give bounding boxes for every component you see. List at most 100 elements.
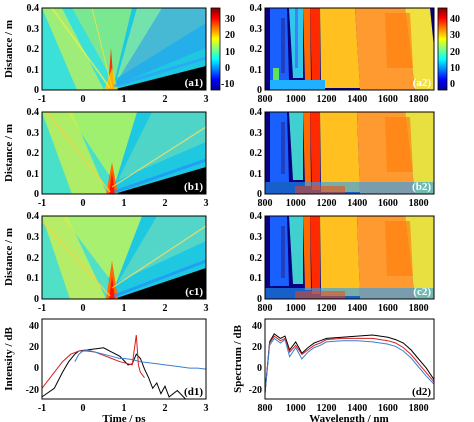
y-axis-label: Distance / m bbox=[3, 124, 15, 182]
tick-label: 1200 bbox=[317, 403, 337, 414]
panel-label: (b1) bbox=[184, 181, 203, 193]
colorbar-tick: -10 bbox=[221, 79, 234, 90]
tick-label: 0.4 bbox=[27, 211, 40, 222]
tick-label: 1000 bbox=[286, 303, 306, 314]
panel-label: (c1) bbox=[185, 286, 203, 298]
tick-label: 0.2 bbox=[27, 44, 40, 55]
tick-label: 0.4 bbox=[250, 107, 263, 118]
panel-c2: 800 1000 1200 1400 1600 1800 0 0.1 0.2 0… bbox=[250, 211, 435, 314]
y-ticks: 40 20 0 -20 bbox=[249, 321, 262, 396]
tick-label: 0 bbox=[81, 198, 86, 209]
tick-label: 1200 bbox=[317, 94, 337, 105]
tick-label: 0.2 bbox=[250, 44, 263, 55]
tick-label: -1 bbox=[38, 303, 46, 314]
colorbar-tick: 10 bbox=[225, 47, 235, 58]
tick-label: 0.2 bbox=[27, 253, 40, 264]
colorbar-tick: 30 bbox=[450, 30, 460, 41]
panel-label: (d2) bbox=[412, 386, 431, 398]
tick-label: 0 bbox=[257, 294, 262, 305]
tick-label: 0.4 bbox=[27, 107, 40, 118]
panel-b2: 800 1000 1200 1400 1600 1800 0 0.1 0.2 0… bbox=[250, 107, 435, 209]
x-ticks: -1 0 1 2 3 bbox=[38, 403, 209, 414]
tick-label: 1200 bbox=[317, 198, 337, 209]
tick-label: 1 bbox=[122, 198, 127, 209]
y-axis-label: Distance / m bbox=[3, 20, 15, 78]
tick-label: 0.2 bbox=[250, 148, 263, 159]
panel-d2: 800 1000 1200 1400 1600 1800 40 20 0 -20… bbox=[232, 318, 435, 422]
tick-label: 0.4 bbox=[250, 3, 263, 14]
tick-label: 1000 bbox=[286, 403, 306, 414]
tick-label: 0.1 bbox=[250, 65, 263, 76]
tick-label: 0.3 bbox=[250, 24, 263, 35]
colorbar-tick: 20 bbox=[450, 47, 460, 58]
tick-label: 3 bbox=[204, 198, 209, 209]
tick-label: 1600 bbox=[378, 94, 398, 105]
colorbar-tick: 20 bbox=[225, 30, 235, 41]
tick-label: 800 bbox=[258, 303, 273, 314]
tick-label: 1000 bbox=[286, 198, 306, 209]
tick-label: 2 bbox=[163, 94, 168, 105]
x-ticks: 800 1000 1200 1400 1600 1800 bbox=[258, 198, 429, 209]
series-group bbox=[41, 334, 207, 400]
x-axis-label: Time / ps bbox=[102, 413, 146, 422]
tick-label: 1600 bbox=[378, 198, 398, 209]
panel-label: (d1) bbox=[184, 386, 203, 398]
tick-label: 0 bbox=[257, 85, 262, 96]
tick-label: 0.3 bbox=[27, 24, 40, 35]
panel-label: (a1) bbox=[185, 77, 204, 89]
tick-label: 40 bbox=[252, 321, 262, 332]
tick-label: 0 bbox=[34, 294, 39, 305]
tick-label: 1800 bbox=[409, 94, 429, 105]
tick-label: 0.1 bbox=[27, 65, 40, 76]
colorbar-tick: 0 bbox=[225, 63, 230, 74]
y-ticks: 40 20 0 -20 bbox=[26, 321, 39, 396]
tick-label: 1 bbox=[122, 403, 127, 414]
tick-label: 0.1 bbox=[250, 273, 263, 284]
x-axis-label: Wavelength / nm bbox=[309, 413, 388, 422]
y-ticks: 0 0.1 0.2 0.3 0.4 bbox=[250, 107, 263, 200]
tick-label: 0 bbox=[34, 85, 39, 96]
panel-label: (a2) bbox=[413, 77, 432, 89]
x-ticks: 800 1000 1200 1400 1600 1800 bbox=[258, 403, 429, 414]
tick-label: 1600 bbox=[378, 303, 398, 314]
tick-label: 0.1 bbox=[27, 273, 40, 284]
panel-a1: -1 0 1 2 3 0 0.1 0.2 0.3 0.4 Distance / … bbox=[3, 3, 209, 105]
y-axis-label: Intensity / dB bbox=[3, 327, 15, 391]
tick-label: 0.4 bbox=[250, 211, 263, 222]
tick-label: 3 bbox=[204, 403, 209, 414]
x-ticks: -1 0 1 2 3 bbox=[38, 198, 209, 209]
panel-c1: -1 0 1 2 3 0 0.1 0.2 0.3 0.4 Distance / … bbox=[3, 211, 209, 314]
tick-label: 0.1 bbox=[27, 169, 40, 180]
tick-label: 1400 bbox=[347, 94, 367, 105]
colorbar-tick: 30 bbox=[225, 14, 235, 25]
tick-label: 0 bbox=[34, 363, 39, 374]
tick-label: -1 bbox=[38, 198, 46, 209]
y-ticks: 0 0.1 0.2 0.3 0.4 bbox=[250, 3, 263, 96]
tick-label: 0 bbox=[257, 363, 262, 374]
y-ticks: 0 0.1 0.2 0.3 0.4 bbox=[250, 211, 263, 305]
y-ticks: 0 0.1 0.2 0.3 0.4 bbox=[27, 107, 40, 200]
panel-a2: 800 1000 1200 1400 1600 1800 0 0.1 0.2 0… bbox=[250, 3, 435, 105]
tick-label: 3 bbox=[204, 94, 209, 105]
panel-b1: -1 0 1 2 3 0 0.1 0.2 0.3 0.4 Distance / … bbox=[3, 107, 209, 209]
tick-label: 0.2 bbox=[27, 148, 40, 159]
tick-label: 40 bbox=[29, 321, 39, 332]
tick-label: 0 bbox=[34, 189, 39, 200]
series-line-2 bbox=[41, 334, 145, 389]
colorbar-tick: 0 bbox=[450, 79, 455, 90]
tick-label: 0.3 bbox=[27, 232, 40, 243]
series-line-3 bbox=[264, 337, 435, 394]
colorbar-a2: 40 30 20 10 0 bbox=[437, 7, 460, 91]
tick-label: -20 bbox=[26, 385, 39, 396]
tick-label: 0.4 bbox=[27, 3, 40, 14]
tick-label: -1 bbox=[38, 403, 46, 414]
tick-label: 800 bbox=[258, 403, 273, 414]
tick-label: 0 bbox=[81, 94, 86, 105]
series-line-3 bbox=[74, 349, 207, 370]
tick-label: 0.1 bbox=[250, 169, 263, 180]
tick-label: 800 bbox=[258, 198, 273, 209]
tick-label: 1 bbox=[122, 303, 127, 314]
plot-area bbox=[265, 319, 434, 399]
colorbar-tick: 40 bbox=[450, 14, 460, 25]
